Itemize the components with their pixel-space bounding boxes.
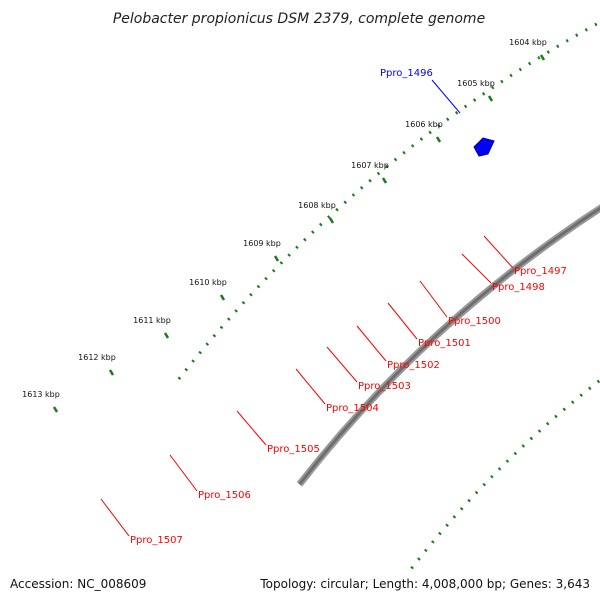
tick-ring: 1604 kbp 1605 kbp 1606 kbp 1607 kbp 1608 kbp… [22,20,600,572]
gene-leader-line [431,79,461,114]
kbp-tick-mark [539,54,546,61]
gene-label-ppro-1503: Ppro_1503 [358,381,411,392]
gene-leader-line [356,325,387,362]
kbp-tick-mark [163,332,170,339]
genome-backbone-core [298,206,600,486]
feature-tracks [296,137,600,487]
kbp-tick-label: 1605 kbp [457,79,495,88]
gene-leader-line [483,235,514,269]
gene-leader-line [326,346,358,383]
kbp-tick-label: 1608 kbp [298,201,336,210]
kbp-tick-label: 1613 kbp [22,390,60,399]
gene-label-ppro-1504: Ppro_1504 [326,403,379,414]
kbp-tick-mark [108,369,115,376]
gene-leader-line [100,498,130,537]
gene-leader-line [236,410,267,446]
ppro-1496-feature [473,137,495,157]
outer-tick-ring [172,20,600,387]
gene-label-ppro-1506: Ppro_1506 [198,490,251,501]
gene-label-ppro-1496: Ppro_1496 [380,68,433,79]
kbp-tick-mark [381,177,388,184]
kbp-tick-mark [52,406,59,413]
gene-label-ppro-1505: Ppro_1505 [267,444,320,455]
gene-label-ppro-1502: Ppro_1502 [387,360,440,371]
kbp-tick-label: 1611 kbp [133,316,171,325]
kbp-tick-label: 1607 kbp [351,161,389,170]
gene-label-ppro-1501: Ppro_1501 [418,338,471,349]
gene-leader-line [169,454,198,492]
gene-label-ppro-1498: Ppro_1498 [492,282,545,293]
gene-leader-line [295,368,326,405]
kbp-tick-label: 1610 kbp [189,278,227,287]
kbp-tick-mark [328,217,335,224]
kbp-tick-mark [487,95,494,102]
kbp-tick-label: 1609 kbp [243,239,281,248]
accession-text: Accession: NC_008609 [10,577,147,591]
genome-summary-text: Topology: circular; Length: 4,008,000 bp… [260,577,590,591]
gene-leader-line [419,280,448,318]
gene-labels: Ppro_1496 Ppro_1497 Ppro_1498 Ppro_1500 Ppro… [100,68,567,546]
kbp-tick-label: 1606 kbp [405,120,443,129]
kbp-tick-mark [219,294,226,301]
kbp-tick-label: 1612 kbp [78,353,116,362]
map-title: Pelobacter propionicus DSM 2379, complet… [113,11,485,27]
gene-label-ppro-1500: Ppro_1500 [448,316,501,327]
gene-label-ppro-1507: Ppro_1507 [130,535,183,546]
gene-leader-line [461,253,492,284]
gene-leader-line [387,302,418,340]
kbp-tick-label: 1604 kbp [509,38,547,47]
kbp-tick-mark [435,136,442,143]
gene-label-ppro-1497: Ppro_1497 [514,266,567,277]
kbp-tick-mark [273,255,280,262]
